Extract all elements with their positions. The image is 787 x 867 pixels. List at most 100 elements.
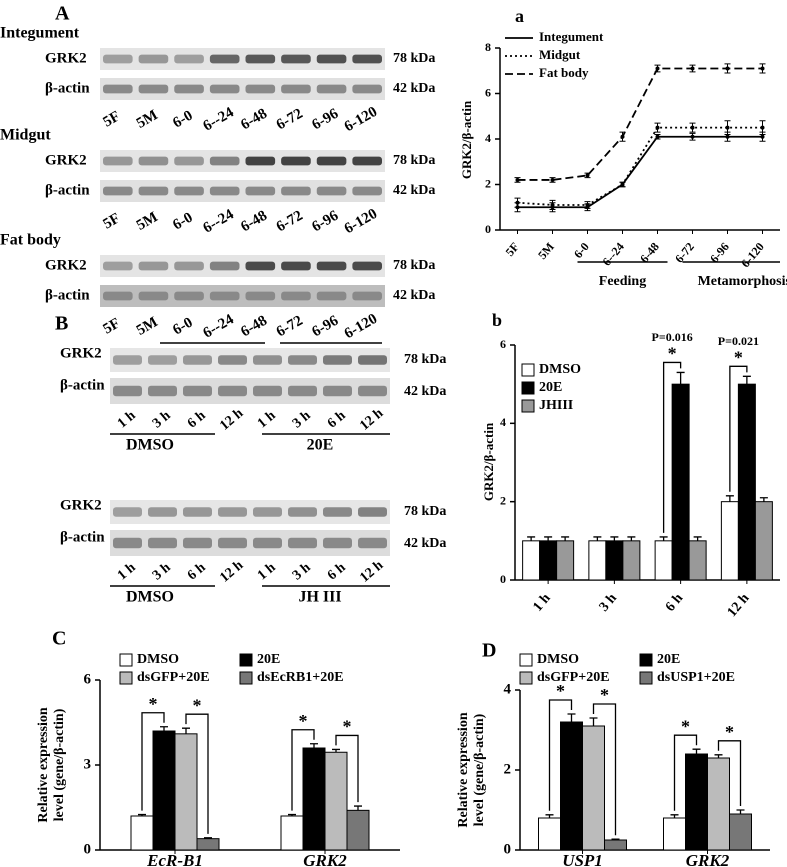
significance-bracket xyxy=(662,361,682,533)
significance-label: * xyxy=(600,685,609,705)
point xyxy=(655,134,660,139)
legend-label: 20E xyxy=(657,652,680,667)
error-bar xyxy=(204,837,212,839)
blot-band xyxy=(288,537,317,549)
y-tick-label: 0 xyxy=(504,841,512,857)
bar xyxy=(196,838,220,851)
bar xyxy=(654,540,673,581)
x-tick-label: USP1 xyxy=(562,851,603,867)
bar xyxy=(737,383,756,581)
legend-label: dsGFP+20E xyxy=(537,670,610,685)
error-bar xyxy=(138,813,146,816)
lane-label: 6-72 xyxy=(274,106,306,134)
error-bar xyxy=(692,748,701,754)
lane-label: 6-0 xyxy=(170,108,195,132)
legend-label: 20E xyxy=(257,652,280,667)
blot-band xyxy=(281,186,311,196)
lane-label: 3 h xyxy=(290,408,314,431)
lane-label: 5M xyxy=(134,209,161,234)
blot-membrane xyxy=(100,285,385,307)
size-label: 78 kDa xyxy=(393,153,435,168)
bar xyxy=(707,757,730,851)
legend-label: DMSO xyxy=(539,362,581,377)
legend-swatch xyxy=(519,653,533,667)
bar xyxy=(346,809,370,851)
x-tick-label: 6--24 xyxy=(599,240,626,269)
size-label: 78 kDa xyxy=(404,504,446,519)
lane-label: 1 h xyxy=(115,560,139,583)
point xyxy=(585,173,590,178)
p-value-label: P=0.021 xyxy=(718,334,759,348)
legend-swatch xyxy=(639,653,653,667)
significance-bracket xyxy=(548,699,573,811)
legend-label: dsGFP+20E xyxy=(137,670,210,685)
blot-band xyxy=(174,54,204,64)
point xyxy=(620,182,625,187)
y-axis-label: GRK2/β-actin xyxy=(459,100,474,179)
point xyxy=(760,66,765,71)
blot-band xyxy=(352,54,382,64)
blot-band xyxy=(103,261,133,271)
point xyxy=(585,202,590,207)
treatment-label: JH III xyxy=(298,589,341,606)
blot-band xyxy=(138,186,169,196)
x-tick-label: GRK2 xyxy=(303,851,347,867)
legend-label: dsUSP1+20E xyxy=(657,670,735,685)
blot-band xyxy=(245,291,276,301)
blot-band xyxy=(209,54,240,64)
size-label: 78 kDa xyxy=(404,352,446,367)
error-bar xyxy=(593,536,602,541)
significance-bracket xyxy=(141,712,165,811)
y-axis-label-line: Relative expression xyxy=(36,707,51,822)
blot-band xyxy=(209,186,240,196)
y-tick-label: 2 xyxy=(500,493,506,507)
blot-band xyxy=(174,186,204,196)
lane-label: 12 h xyxy=(357,406,386,434)
blot-membrane xyxy=(100,48,385,70)
error-bar xyxy=(182,727,190,734)
lane-label: 6-72 xyxy=(274,208,306,236)
blot-band xyxy=(209,261,240,271)
blot-band xyxy=(218,537,247,549)
size-label: 42 kDa xyxy=(404,536,446,551)
error-bar xyxy=(627,536,636,541)
blot-band xyxy=(113,507,142,517)
x-tick-label: 6-120 xyxy=(738,240,767,270)
error-bar xyxy=(714,754,723,758)
lane-label: 6-96 xyxy=(309,105,341,133)
significance-bracket xyxy=(185,713,209,834)
x-tick-label: GRK2 xyxy=(686,851,730,867)
y-tick-label: 4 xyxy=(485,131,491,145)
point xyxy=(655,66,660,71)
blot-band xyxy=(148,507,177,517)
blot-band xyxy=(103,291,133,301)
treatment-label: 20E xyxy=(307,437,334,454)
blot-band xyxy=(138,54,169,64)
blot-band xyxy=(253,507,282,517)
panel-label: C xyxy=(52,628,66,650)
bar xyxy=(539,540,558,581)
lane-label: 5F xyxy=(100,108,122,130)
bar xyxy=(324,751,348,851)
blot-band xyxy=(316,54,347,64)
legend-label: Integument xyxy=(539,29,604,44)
y-tick-label: 6 xyxy=(84,671,92,687)
blot-band xyxy=(218,507,247,517)
lane-label: 6--24 xyxy=(200,104,237,134)
treatment-label: DMSO xyxy=(126,589,174,606)
blot-band xyxy=(281,261,311,271)
y-tick-label: 8 xyxy=(485,40,491,54)
row-label: GRK2 xyxy=(45,152,87,168)
bar xyxy=(556,540,575,581)
row-label: GRK2 xyxy=(60,497,102,513)
blot-band xyxy=(352,186,382,196)
significance-label: * xyxy=(556,681,565,701)
point xyxy=(725,125,730,130)
error-bar xyxy=(670,814,679,818)
panel-label: B xyxy=(55,313,68,335)
blot-band xyxy=(174,156,204,166)
point xyxy=(690,125,695,130)
legend-label: dsEcRB1+20E xyxy=(257,670,344,685)
blot-band xyxy=(281,54,311,64)
lane-label: 1 h xyxy=(255,560,279,583)
